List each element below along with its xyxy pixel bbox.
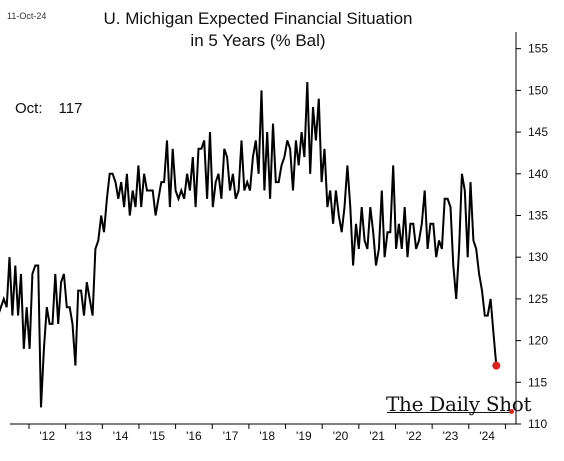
callout-label: Oct: bbox=[15, 100, 43, 117]
x-tick-label: '20 bbox=[333, 429, 349, 443]
y-tick-label: 135 bbox=[528, 208, 548, 222]
y-tick-label: 115 bbox=[528, 375, 547, 389]
x-tick-label: '18 bbox=[259, 429, 275, 443]
y-tick-label: 130 bbox=[528, 250, 548, 264]
latest-value-callout: Oct: 117 bbox=[15, 100, 82, 117]
x-tick-label: '21 bbox=[369, 429, 385, 443]
x-tick-label: '13 bbox=[76, 429, 92, 443]
brand-underline bbox=[387, 412, 511, 413]
y-tick-label: 125 bbox=[528, 292, 548, 306]
x-tick-label: '23 bbox=[443, 429, 459, 443]
x-tick-label: '12 bbox=[40, 429, 56, 443]
y-tick-label: 110 bbox=[528, 417, 547, 431]
last-point-marker bbox=[492, 361, 501, 370]
chart-title: U. Michigan Expected Financial Situation bbox=[103, 9, 413, 28]
x-tick-label: '22 bbox=[406, 429, 422, 443]
x-tick-label: '15 bbox=[149, 429, 165, 443]
y-tick-label: 140 bbox=[528, 167, 548, 181]
x-tick-label: '17 bbox=[223, 429, 239, 443]
x-tick-label: '24 bbox=[479, 429, 495, 443]
x-tick-label: '16 bbox=[186, 429, 202, 443]
date-stamp: 11-Oct-24 bbox=[7, 11, 47, 21]
y-tick-label: 155 bbox=[528, 42, 548, 56]
x-tick-label: '14 bbox=[113, 429, 129, 443]
chart-subtitle: in 5 Years (% Bal) bbox=[190, 31, 326, 50]
series-line bbox=[0, 81, 498, 408]
y-tick-label: 120 bbox=[528, 334, 548, 348]
y-tick-label: 150 bbox=[528, 83, 548, 97]
brand-dot bbox=[509, 409, 514, 414]
y-tick-label: 145 bbox=[528, 125, 548, 139]
x-tick-label: '19 bbox=[296, 429, 312, 443]
callout-value: 117 bbox=[58, 100, 83, 117]
